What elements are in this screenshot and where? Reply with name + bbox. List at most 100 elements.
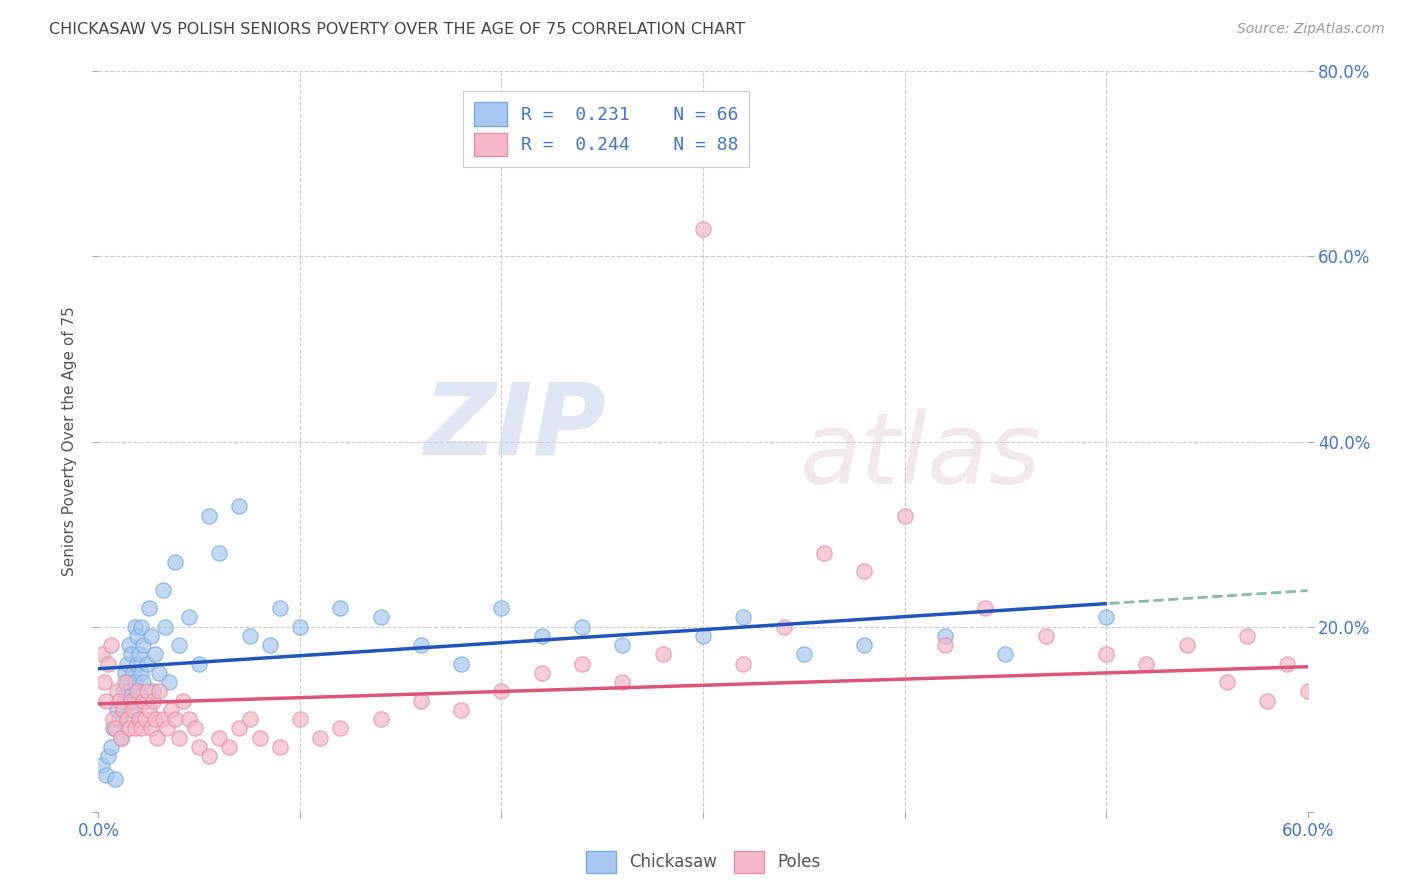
Text: CHICKASAW VS POLISH SENIORS POVERTY OVER THE AGE OF 75 CORRELATION CHART: CHICKASAW VS POLISH SENIORS POVERTY OVER… [49, 22, 745, 37]
Point [107, 694, 129, 708]
Point [135, 657, 157, 671]
Point [139, 629, 162, 643]
Point [179, 610, 201, 624]
Point [198, 749, 221, 764]
Point [125, 629, 148, 643]
Point [239, 629, 262, 643]
Point [134, 712, 156, 726]
Point [409, 694, 432, 708]
Point [228, 500, 250, 514]
Point [110, 731, 132, 745]
Point [148, 665, 170, 680]
Point [188, 657, 211, 671]
Point [152, 582, 174, 597]
Point [1296, 684, 1319, 698]
Point [692, 629, 714, 643]
Point [309, 731, 332, 745]
Point [103, 722, 125, 736]
Point [97, 657, 120, 671]
Point [135, 684, 157, 698]
Point [129, 619, 152, 633]
Point [571, 657, 593, 671]
Point [167, 638, 190, 652]
Point [813, 545, 835, 560]
Point [1256, 694, 1278, 708]
Point [1236, 629, 1258, 643]
Point [491, 601, 513, 615]
Point [139, 722, 162, 736]
Point [157, 675, 180, 690]
Point [111, 684, 134, 698]
Point [329, 601, 352, 615]
Point [491, 684, 513, 698]
Point [228, 722, 250, 736]
Point [121, 703, 143, 717]
Point [198, 508, 221, 523]
Point [733, 657, 755, 671]
Point [160, 703, 183, 717]
Point [1398, 665, 1406, 680]
Point [934, 638, 956, 652]
Text: ZIP: ZIP [423, 378, 606, 475]
Point [1357, 703, 1379, 717]
Point [853, 638, 876, 652]
Point [132, 638, 155, 652]
Point [163, 712, 186, 726]
Point [163, 555, 186, 569]
Point [132, 694, 155, 708]
Point [100, 739, 122, 754]
Point [1095, 610, 1118, 624]
Point [143, 712, 166, 726]
Text: atlas: atlas [800, 408, 1042, 505]
Point [105, 684, 128, 698]
Point [118, 684, 141, 698]
Point [1376, 648, 1399, 662]
Point [612, 675, 634, 690]
Point [152, 712, 174, 726]
Point [692, 221, 714, 235]
Point [530, 629, 553, 643]
Point [1316, 648, 1339, 662]
Point [101, 722, 124, 736]
Point [571, 619, 593, 633]
Point [96, 694, 118, 708]
Point [107, 712, 129, 726]
Point [125, 657, 148, 671]
Point [156, 722, 179, 736]
Point [93, 675, 115, 690]
Point [1337, 675, 1360, 690]
Point [172, 694, 194, 708]
Point [142, 694, 165, 708]
Point [105, 703, 128, 717]
Point [118, 722, 141, 736]
Point [179, 712, 201, 726]
Legend: R =  0.231    N = 66, R =  0.244    N = 88: R = 0.231 N = 66, R = 0.244 N = 88 [463, 92, 749, 167]
Legend: Chickasaw, Poles: Chickasaw, Poles [579, 845, 827, 880]
Point [733, 610, 755, 624]
Point [110, 731, 132, 745]
Point [101, 712, 124, 726]
Point [793, 648, 815, 662]
Point [184, 722, 207, 736]
Point [409, 638, 432, 652]
Point [114, 675, 136, 690]
Point [934, 629, 956, 643]
Point [128, 712, 150, 726]
Point [115, 675, 138, 690]
Point [772, 619, 794, 633]
Point [1175, 638, 1198, 652]
Point [188, 739, 211, 754]
Point [103, 772, 125, 787]
Point [125, 684, 148, 698]
Point [120, 703, 142, 717]
Point [91, 648, 114, 662]
Point [134, 694, 156, 708]
Point [121, 694, 143, 708]
Point [97, 749, 120, 764]
Point [530, 665, 553, 680]
Point [120, 648, 142, 662]
Point [153, 619, 176, 633]
Point [115, 712, 138, 726]
Point [138, 703, 160, 717]
Point [893, 508, 915, 523]
